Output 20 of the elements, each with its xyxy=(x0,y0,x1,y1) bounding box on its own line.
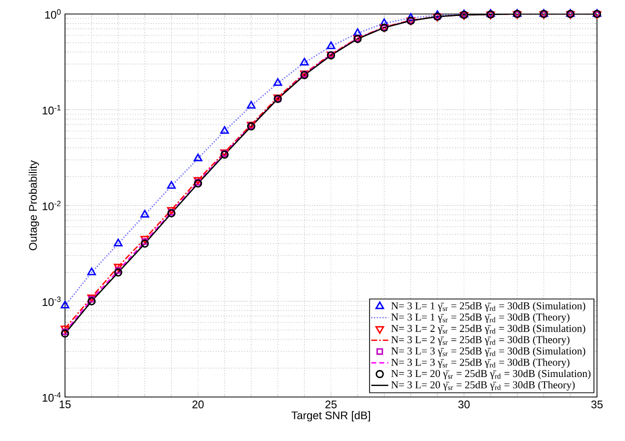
y-tick-label: 10$^{-4}$ xyxy=(42,392,61,402)
x-tick-label: 15 xyxy=(60,400,71,408)
x-tick-label: 30 xyxy=(458,400,470,408)
legend-label: N= 3 L= 2 γ̄$_{sr}$ = 25dB γ̄$_{rd}$ = 30dB (Simulation) xyxy=(391,324,586,334)
y-tick-label: 10$^{-3}$ xyxy=(42,296,61,306)
y-tick-label: 10$^{0}$ xyxy=(45,9,61,19)
x-tick-label: 35 xyxy=(591,400,603,408)
y-tick-label: 10$^{-1}$ xyxy=(42,105,61,114)
y-axis-title: Outage Probability xyxy=(28,160,40,250)
legend-label: N= 3 L= 3 γ̄$_{sr}$ = 25dB γ̄$_{rd}$ = 30dB (Simulation) xyxy=(391,347,586,357)
x-tick-label: 25 xyxy=(325,400,337,408)
x-axis-title: Target SNR [dB] xyxy=(292,411,370,422)
legend-label: N= 3 L= 20 γ̄$_{sr}$ = 25dB γ̄$_{rd}$ = 30dB (Theory) xyxy=(391,380,575,391)
legend-label: N= 3 L= 1 γ̄$_{sr}$ = 25dB γ̄$_{rd}$ = 30dB (Theory) xyxy=(391,313,570,323)
legend-label: N= 3 L= 3 γ̄$_{sr}$ = 25dB γ̄$_{rd}$ = 30dB (Theory) xyxy=(391,358,570,368)
x-tick-label: 20 xyxy=(192,400,204,408)
y-tick-label: 10$^{-2}$ xyxy=(42,200,61,210)
legend-label: N= 3 L= 1 γ̄$_{sr}$ = 25dB γ̄$_{rd}$ = 30dB (Simulation) xyxy=(391,302,586,312)
legend-label: N= 3 L= 20 γ̄$_{sr}$ = 25dB γ̄$_{rd}$ = 30dB (Simulation) xyxy=(391,370,590,380)
legend-label: N= 3 L= 2 γ̄$_{sr}$ = 25dB γ̄$_{rd}$ = 30dB (Theory) xyxy=(391,336,570,346)
